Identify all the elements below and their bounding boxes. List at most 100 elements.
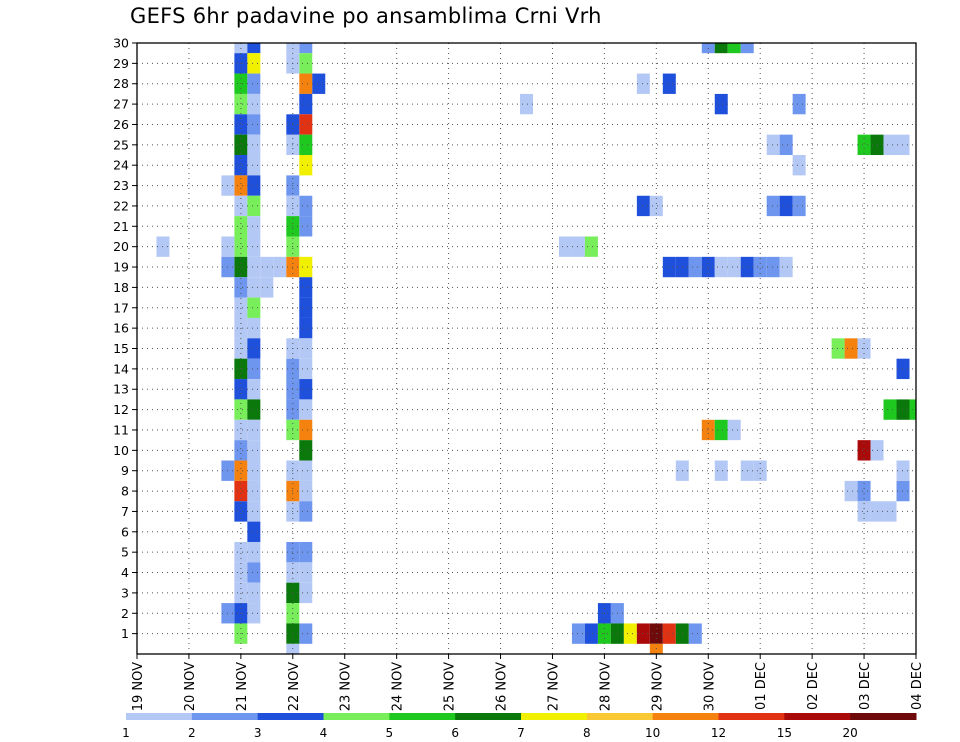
heatmap-cell [714, 43, 728, 54]
heatmap-cell [727, 256, 741, 278]
heatmap-cell [844, 338, 858, 359]
colorbar-swatch [191, 713, 259, 720]
y-tick-label: 15 [113, 341, 129, 356]
x-tick-label: 02 DEC [806, 662, 821, 710]
heatmap-cell [636, 623, 650, 644]
colorbar-label: 8 [583, 726, 591, 740]
heatmap-cell [247, 53, 261, 74]
heatmap-cell [753, 256, 767, 278]
heatmap-cell [247, 460, 261, 481]
colorbar-label: 12 [711, 726, 726, 740]
y-tick-label: 23 [113, 178, 129, 193]
plot-frame [136, 42, 917, 655]
heatmap-cell [234, 501, 248, 522]
heatmap-cell [234, 440, 248, 461]
chart-title: GEFS 6hr padavine po ansamblima Crni Vrh [130, 4, 602, 28]
heatmap-cell [792, 195, 806, 217]
colorbar-swatch [784, 713, 851, 720]
y-tick-label: 3 [121, 585, 129, 600]
y-tick-label: 16 [113, 321, 129, 336]
heatmap-cell [299, 317, 313, 339]
heatmap-cell [701, 256, 715, 278]
heatmap-cell [831, 338, 845, 359]
heatmap-cell [662, 73, 676, 94]
heatmap-cell [247, 93, 261, 115]
heatmap-cell [299, 155, 313, 176]
heatmap-cell [636, 195, 650, 217]
y-tick-label: 8 [121, 484, 129, 499]
heatmap-cell [520, 93, 533, 115]
heatmap-cell [857, 501, 871, 522]
y-tick-label: 11 [113, 422, 129, 437]
heatmap-cell [247, 256, 261, 278]
heatmap-cell [299, 297, 313, 318]
heatmap-cell [857, 480, 871, 502]
heatmap-cell [234, 562, 248, 583]
heatmap-cell [234, 582, 248, 604]
y-tick-label: 19 [113, 260, 129, 275]
heatmap-cell [714, 419, 728, 441]
heatmap-cell [792, 93, 806, 115]
heatmap-cell [247, 440, 261, 461]
x-tick-label: 21 NOV [235, 662, 250, 711]
heatmap-cell [247, 358, 261, 380]
x-tick-label: 23 NOV [339, 662, 354, 711]
heatmap-cell [623, 623, 637, 644]
heatmap-cell [688, 256, 702, 278]
y-tick-label: 7 [121, 504, 129, 519]
colorbar-swatch [586, 713, 654, 720]
heatmap-cell [779, 256, 793, 278]
x-tick-label: 28 NOV [598, 662, 613, 711]
heatmap-cell [584, 623, 598, 644]
x-tick-label: 26 NOV [495, 662, 510, 711]
y-tick-label: 10 [113, 443, 129, 458]
grid-layer [137, 43, 916, 654]
heatmap-cell [260, 277, 274, 298]
heatmap-cell [247, 379, 261, 400]
y-tick-label: 28 [113, 76, 129, 91]
heatmap-cell [766, 134, 780, 156]
heatmap-cell [857, 440, 871, 461]
heatmap-cell [299, 440, 313, 461]
heatmap-cell [299, 195, 313, 217]
heatmap-cell [766, 195, 780, 217]
heatmap-cell [247, 43, 261, 54]
heatmap-cell [234, 93, 248, 115]
heatmap-cell [299, 582, 313, 604]
heatmap-cell [883, 501, 897, 522]
heatmap-cell [299, 501, 313, 522]
heatmap-cell [234, 256, 248, 278]
heatmap-cell [247, 501, 261, 522]
colorbar-swatch [455, 713, 522, 720]
heatmap-cell [883, 399, 897, 420]
heatmap-cell [234, 114, 248, 135]
heatmap-cell [649, 195, 663, 217]
heatmap-cell [234, 480, 248, 502]
heatmap-cell [636, 73, 650, 94]
heatmap-cell [299, 379, 313, 400]
heatmap-cell [299, 134, 313, 156]
heatmap-cell [234, 155, 248, 176]
heatmap-cell [247, 399, 261, 420]
heatmap-cell [299, 623, 313, 644]
x-tick-label: 03 DEC [858, 662, 873, 710]
heatmap-cell [234, 216, 248, 237]
y-tick-label: 6 [121, 524, 129, 539]
heatmap-cell [299, 43, 313, 54]
y-tick-label: 25 [113, 137, 129, 152]
heatmap-cell [234, 399, 248, 420]
heatmap-cell [896, 480, 910, 502]
heatmap-cell [571, 236, 585, 257]
heatmap-cell [247, 134, 261, 156]
heatmap-cell [247, 480, 261, 502]
heatmap-cell [844, 480, 858, 502]
heatmap-cell [234, 277, 248, 298]
y-tick-label: 20 [113, 239, 129, 254]
heatmap-cell [234, 195, 248, 217]
heatmap-cell [299, 541, 313, 563]
colorbar-layer: 1 2 3 4 5 6 7 8 10 12 15 20 [122, 713, 917, 740]
heatmap-cell [299, 399, 313, 420]
heatmap-cell [883, 134, 897, 156]
x-tick-label: 22 NOV [287, 662, 302, 711]
heatmap-cell [766, 256, 780, 278]
